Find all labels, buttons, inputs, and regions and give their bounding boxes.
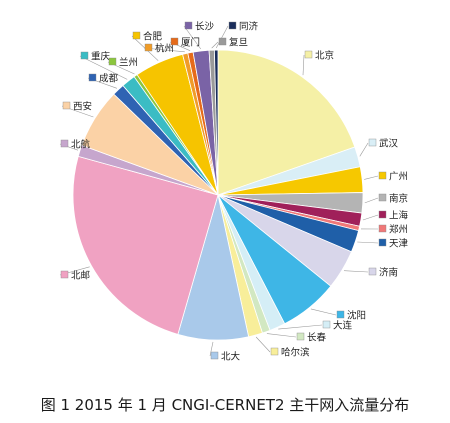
leader-line: [215, 25, 229, 49]
slice-label: 武汉: [379, 138, 399, 150]
legend-swatch: [368, 267, 377, 276]
pie-slice: [72, 155, 219, 335]
leader-line: [310, 308, 337, 316]
legend-swatch: [218, 37, 227, 46]
legend-swatch: [210, 351, 219, 360]
legend-swatch: [144, 43, 153, 52]
leader-line: [278, 324, 323, 330]
slice-label: 广州: [389, 171, 408, 183]
legend-swatch: [60, 139, 69, 148]
slice-label: 长沙: [195, 21, 215, 33]
slice-label: 沈阳: [347, 310, 366, 322]
legend-swatch: [296, 332, 305, 341]
legend-swatch: [62, 101, 71, 110]
legend-swatch: [322, 320, 331, 329]
leader-line: [364, 197, 379, 204]
legend-swatch: [336, 310, 345, 319]
leader-line: [183, 25, 202, 50]
slice-label: 济南: [379, 267, 398, 279]
slice-label: 北京: [315, 50, 334, 62]
figure-caption: 图 1 2015 年 1 月 CNGI-CERNET2 主干网入流量分布: [40, 396, 410, 414]
slice-label: 哈尔滨: [281, 347, 310, 359]
leader-line: [364, 175, 379, 180]
legend-swatch: [184, 21, 193, 30]
legend-swatch: [378, 193, 387, 202]
pie-slice: [214, 49, 219, 196]
leader-line: [343, 270, 369, 273]
leader-line: [79, 55, 128, 80]
slice-label: 兰州: [119, 57, 138, 69]
legend-swatch: [60, 270, 69, 279]
slice-label: 重庆: [91, 51, 111, 63]
leader-line: [359, 142, 369, 157]
slice-label: 郑州: [389, 224, 408, 236]
slice-label: 复旦: [229, 37, 248, 49]
leader-line: [302, 54, 305, 76]
leader-line: [266, 333, 297, 338]
slice-label: 南京: [389, 193, 408, 205]
leader-line: [209, 341, 214, 357]
legend-swatch: [368, 138, 377, 147]
legend-swatch: [132, 31, 141, 40]
slice-label: 大连: [333, 320, 353, 332]
leader-line: [255, 336, 271, 353]
legend-swatch: [378, 224, 387, 233]
leader-line: [357, 241, 379, 244]
slice-label: 长春: [307, 332, 327, 344]
slice-label: 杭州: [155, 43, 174, 55]
slice-label: 同济: [239, 21, 259, 33]
pie-slices: [72, 49, 364, 341]
slice-label: 厦门: [181, 37, 200, 49]
leader-lines: [59, 25, 379, 357]
legend-swatch: [304, 50, 313, 59]
legend-swatch: [80, 51, 89, 60]
legend-swatch: [378, 171, 387, 180]
legend-swatch: [108, 57, 117, 66]
slice-label: 北航: [71, 139, 91, 151]
slice-label: 成都: [99, 73, 119, 85]
legend-swatch: [88, 73, 97, 82]
slice-label: 天津: [389, 239, 409, 250]
slice-label: 北大: [221, 351, 241, 363]
leader-line: [362, 214, 379, 221]
legend-swatch: [228, 21, 237, 30]
legend-swatch: [378, 238, 387, 247]
slice-label: 上海: [389, 210, 409, 222]
legend-swatch: [378, 210, 387, 219]
leader-line: [211, 41, 219, 49]
legend-swatch: [270, 347, 279, 356]
legend-swatch: [170, 37, 179, 46]
slice-label: 合肥: [143, 31, 163, 43]
slice-label: 北邮: [71, 270, 91, 282]
slice-label: 西安: [73, 101, 92, 113]
